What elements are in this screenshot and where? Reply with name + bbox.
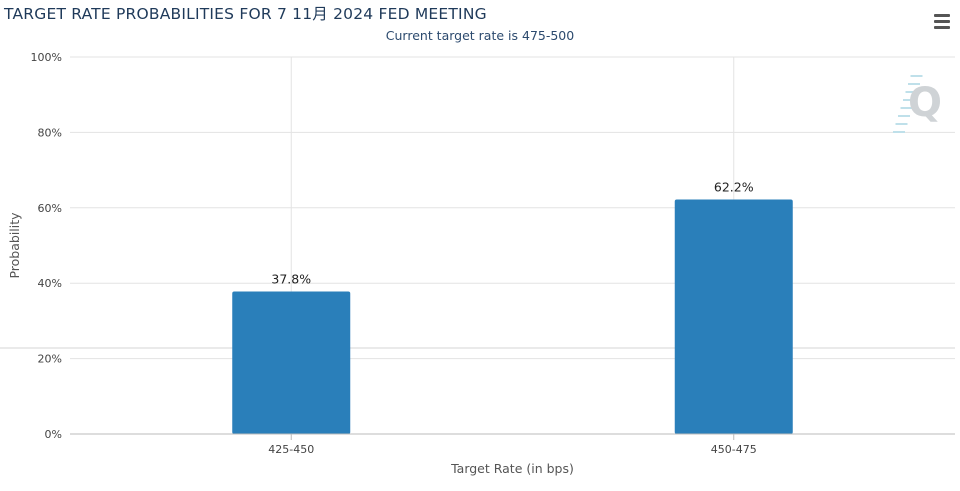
- x-tick-label: 425-450: [268, 443, 314, 456]
- bar-425-450[interactable]: [232, 291, 351, 434]
- y-tick-label: 20%: [38, 353, 62, 366]
- y-tick-label: 0%: [45, 428, 62, 441]
- y-axis-title: Probability: [7, 212, 22, 279]
- data-label: 37.8%: [271, 271, 311, 286]
- watermark-q: Q: [908, 80, 942, 126]
- chart-subtitle: Current target rate is 475-500: [385, 28, 575, 43]
- bar-450-475[interactable]: [674, 199, 793, 434]
- q-logo-watermark-icon: Q: [893, 75, 942, 133]
- y-tick-label: 80%: [38, 126, 62, 139]
- data-label: 62.2%: [714, 180, 754, 195]
- y-tick-label: 100%: [31, 51, 62, 64]
- labels: 0% 20% 40% 60% 80% 100% 37.8% 425-450 62.2% 450-4…: [7, 51, 757, 476]
- y-tick-label: 60%: [38, 202, 62, 215]
- axes: [70, 433, 955, 440]
- chart-title: TARGET RATE PROBABILITIES FOR 7 11月 2024…: [4, 5, 487, 23]
- x-tick-label: 450-475: [711, 443, 757, 456]
- bars: [232, 199, 793, 434]
- x-axis-title: Target Rate (in bps): [450, 461, 574, 476]
- gridlines: [0, 56, 955, 434]
- y-tick-label: 40%: [38, 277, 62, 290]
- hamburger-menu-icon[interactable]: [930, 10, 954, 32]
